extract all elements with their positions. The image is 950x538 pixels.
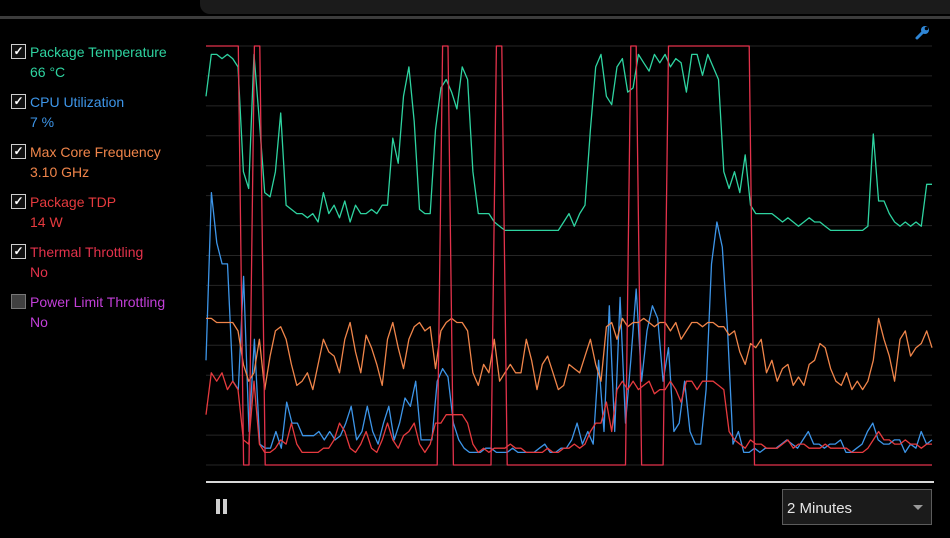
metric-value: 14 W <box>30 214 63 230</box>
series-line-cpu-utilization <box>205 191 933 454</box>
metric-label: Power Limit Throttling <box>30 294 166 310</box>
wrench-icon[interactable] <box>913 24 931 42</box>
series-line-max-core-frequency <box>206 317 933 391</box>
chevron-down-icon <box>913 505 923 510</box>
metric-package-tdp[interactable]: ✓ Package TDP 14 W <box>11 192 201 242</box>
metric-label: CPU Utilization <box>30 94 125 110</box>
chart-series <box>205 45 933 466</box>
top-divider <box>0 16 950 19</box>
metric-value: No <box>30 314 48 330</box>
metric-max-core-frequency[interactable]: ✓ Max Core Frequency 3.10 GHz <box>11 142 201 192</box>
metric-label: Package Temperature <box>30 44 167 60</box>
metric-value: 3.10 GHz <box>30 164 90 180</box>
metrics-legend: ✓ Package Temperature 66 °C ✓ CPU Utiliz… <box>11 42 201 342</box>
checkbox-cpu-utilization[interactable]: ✓ <box>11 94 26 109</box>
metric-thermal-throttling[interactable]: ✓ Thermal Throttling No <box>11 242 201 292</box>
series-line-package-tdp <box>205 372 932 454</box>
pause-icon <box>216 499 220 514</box>
checkbox-power-limit-throttling[interactable] <box>11 294 26 309</box>
pause-icon <box>223 499 227 514</box>
metric-label: Max Core Frequency <box>30 144 161 160</box>
metric-label: Package TDP <box>30 194 117 210</box>
metric-value: 7 % <box>30 114 55 130</box>
checkbox-thermal-throttling[interactable]: ✓ <box>11 244 26 259</box>
metric-label: Thermal Throttling <box>30 244 144 260</box>
time-range-select[interactable]: 2 Minutes <box>782 489 932 525</box>
checkbox-package-temperature[interactable]: ✓ <box>11 44 26 59</box>
metric-cpu-utilization[interactable]: ✓ CPU Utilization 7 % <box>11 92 201 142</box>
time-range-value: 2 Minutes <box>787 500 853 517</box>
top-bar <box>200 0 950 14</box>
metric-value: No <box>30 264 48 280</box>
chart-baseline <box>206 481 934 483</box>
checkbox-max-core-frequency[interactable]: ✓ <box>11 144 26 159</box>
series-line-thermal-throttling <box>206 45 932 466</box>
chart-grid <box>206 45 932 466</box>
metric-power-limit-throttling[interactable]: Power Limit Throttling No <box>11 292 201 342</box>
metric-value: 66 °C <box>30 64 66 80</box>
checkbox-package-tdp[interactable]: ✓ <box>11 194 26 209</box>
metric-package-temperature[interactable]: ✓ Package Temperature 66 °C <box>11 42 201 92</box>
series-line-package-temperature <box>205 53 932 232</box>
pause-button[interactable] <box>210 494 234 520</box>
